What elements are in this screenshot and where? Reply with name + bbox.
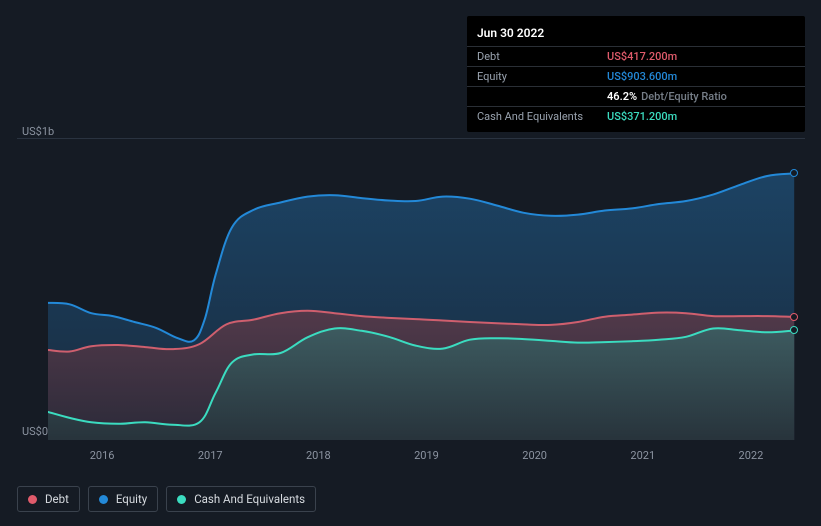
x-axis-label: 2017 bbox=[156, 449, 264, 462]
tooltip-row: DebtUS$417.200m bbox=[467, 46, 805, 66]
x-axis-label: 2018 bbox=[264, 449, 372, 462]
y-axis-label: US$1b bbox=[22, 125, 54, 138]
plot-area bbox=[48, 145, 805, 440]
tooltip-row-value: US$371.200m bbox=[607, 110, 677, 123]
x-axis-label: 2021 bbox=[589, 449, 697, 462]
legend-label: Cash And Equivalents bbox=[194, 492, 305, 506]
x-axis-label: 2019 bbox=[372, 449, 480, 462]
legend-item[interactable]: Cash And Equivalents bbox=[166, 486, 316, 512]
tooltip-row-label: Equity bbox=[477, 70, 607, 83]
tooltip-row-value: US$417.200m bbox=[607, 50, 677, 63]
tooltip-row: 46.2%Debt/Equity Ratio bbox=[467, 86, 805, 106]
legend-item[interactable]: Equity bbox=[88, 486, 158, 512]
tooltip-date: Jun 30 2022 bbox=[467, 22, 805, 46]
tooltip-row-value: 46.2%Debt/Equity Ratio bbox=[607, 90, 727, 103]
gridline bbox=[17, 138, 805, 139]
tooltip-row-label: Cash And Equivalents bbox=[477, 110, 607, 123]
x-axis-label: 2022 bbox=[697, 449, 805, 462]
y-axis-label: US$0 bbox=[22, 425, 48, 438]
legend-swatch bbox=[28, 495, 37, 504]
legend-label: Debt bbox=[45, 492, 69, 506]
legend-swatch bbox=[99, 495, 108, 504]
tooltip-row: EquityUS$903.600m bbox=[467, 66, 805, 86]
tooltip-row: Cash And EquivalentsUS$371.200m bbox=[467, 106, 805, 126]
chart-svg bbox=[48, 145, 805, 440]
chart-container: Jun 30 2022 DebtUS$417.200mEquityUS$903.… bbox=[0, 0, 821, 526]
legend-item[interactable]: Debt bbox=[17, 486, 80, 512]
x-axis-label: 2016 bbox=[48, 449, 156, 462]
legend-swatch bbox=[177, 495, 186, 504]
legend-label: Equity bbox=[116, 492, 147, 506]
tooltip-row-label: Debt bbox=[477, 50, 607, 63]
legend: Debt Equity Cash And Equivalents bbox=[17, 486, 316, 512]
x-axis-label: 2020 bbox=[481, 449, 589, 462]
x-axis-labels: 2016201720182019202020212022 bbox=[48, 449, 805, 462]
tooltip-row-value: US$903.600m bbox=[607, 70, 677, 83]
tooltip: Jun 30 2022 DebtUS$417.200mEquityUS$903.… bbox=[467, 16, 805, 132]
